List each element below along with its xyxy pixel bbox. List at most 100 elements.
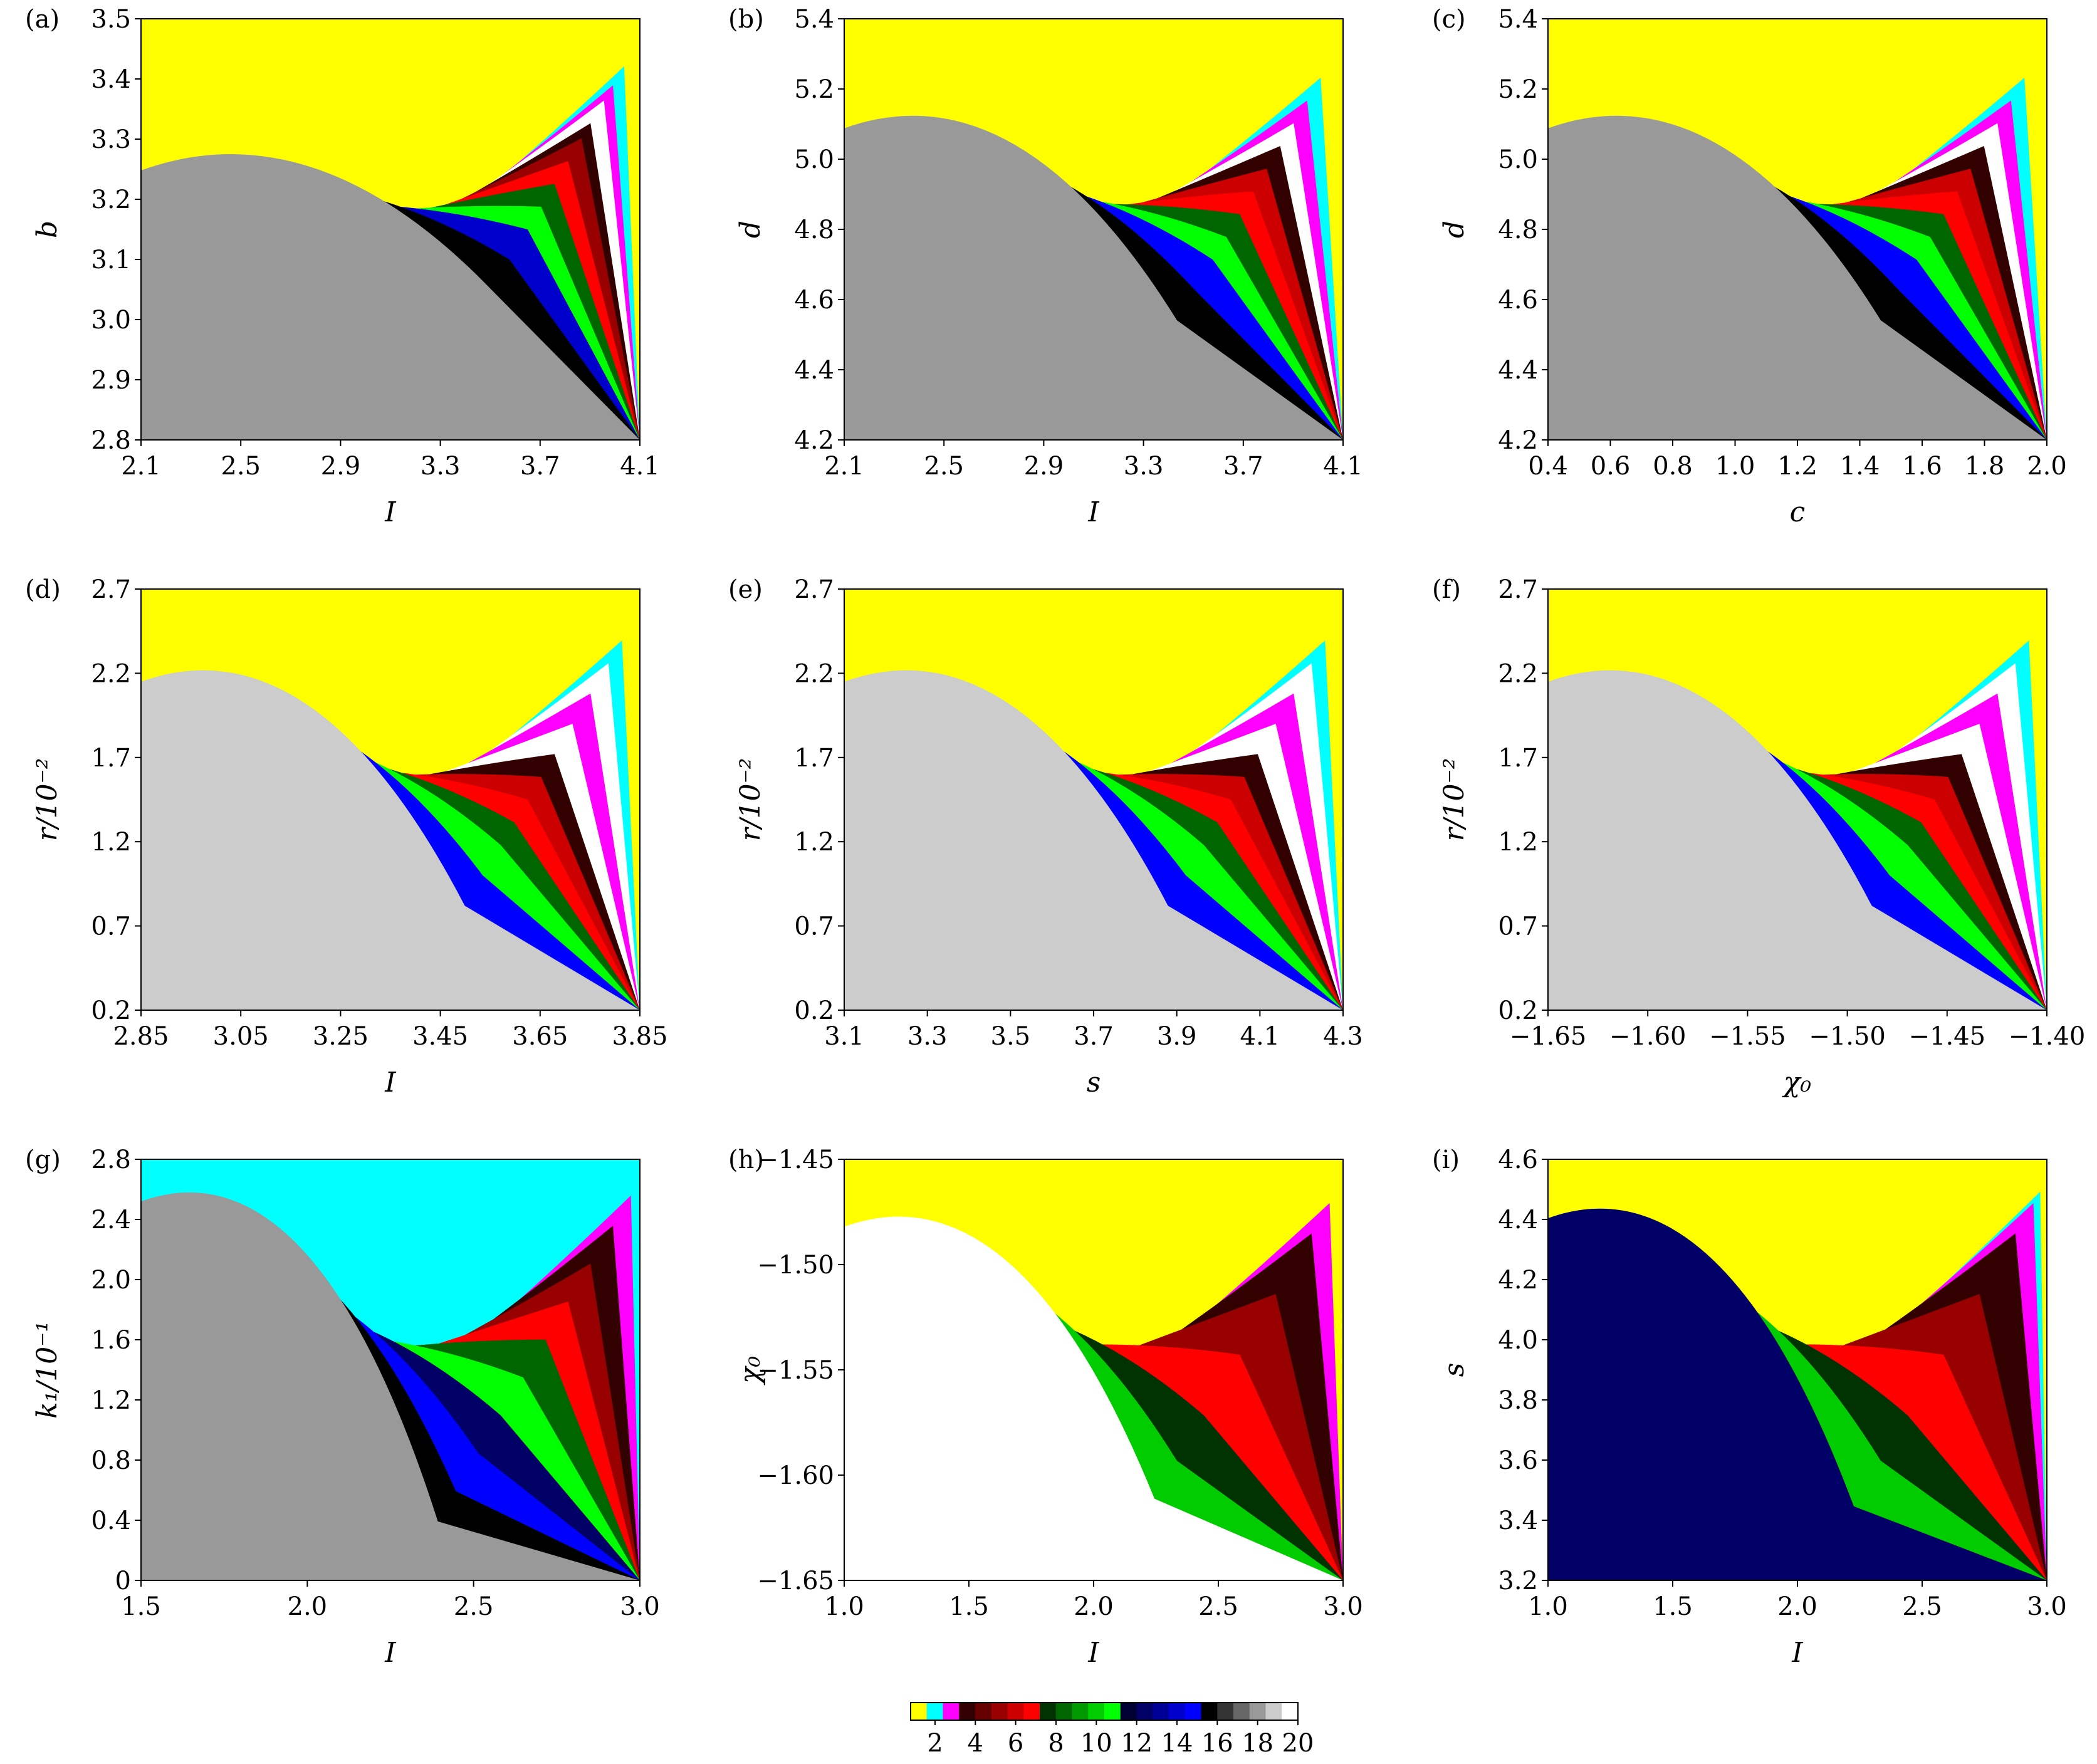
region-band xyxy=(844,670,1343,1010)
region-band xyxy=(1548,670,2047,1010)
y-tick-label: 4.0 xyxy=(1498,1326,1538,1355)
y-axis-label: b xyxy=(31,221,63,238)
y-tick-label: 1.2 xyxy=(91,828,131,857)
x-tick-label: 3.9 xyxy=(1157,1022,1197,1051)
x-tick-label: 1.4 xyxy=(1840,452,1880,481)
x-tick-label: 1.5 xyxy=(1653,1592,1693,1621)
colorbar-tick-label: 6 xyxy=(1008,1729,1023,1758)
x-tick-label: 2.9 xyxy=(321,452,361,481)
x-tick-label: 2.5 xyxy=(1198,1592,1238,1621)
colorbar-swatch xyxy=(975,1703,992,1720)
colorbar-swatch xyxy=(1201,1703,1218,1720)
y-tick-label: 0.7 xyxy=(91,912,131,941)
colorbar-swatch xyxy=(1104,1703,1121,1720)
y-tick-label: 4.6 xyxy=(794,286,834,315)
y-tick-label: 0 xyxy=(115,1567,131,1595)
x-tick-label: 3.7 xyxy=(1074,1022,1114,1051)
x-tick-label: 1.0 xyxy=(824,1592,864,1621)
panel-d: 2.85 3.05 3.25 3.45 3.65 3.85 0.2 0.7 1.2 1.7 2.2 2… xyxy=(25,575,668,1099)
y-tick-label: 2.2 xyxy=(1498,659,1538,688)
x-tick-label: 0.4 xyxy=(1528,452,1568,481)
x-axis-label: I xyxy=(1791,1637,1804,1669)
x-axis-label: I xyxy=(1087,496,1100,528)
x-axis-label: s xyxy=(1087,1067,1101,1099)
plot-frame xyxy=(140,588,641,1011)
x-tick-label: 3.3 xyxy=(1124,452,1164,481)
panel-label: (f) xyxy=(1432,575,1461,604)
y-tick-label: 2.9 xyxy=(91,366,131,395)
x-tick-label: 3.45 xyxy=(412,1022,468,1051)
y-tick-label: 4.2 xyxy=(1498,426,1538,455)
panel-g: 1.5 2.0 2.5 3.0 0 0.4 0.8 1.2 1.6 2.0 2.4 2.8 (g) Ik₁… xyxy=(25,1146,660,1669)
panel-label: (e) xyxy=(728,575,763,604)
x-tick-label: 1.6 xyxy=(1902,452,1942,481)
y-tick-label: 1.7 xyxy=(794,744,834,773)
y-tick-label: 0.2 xyxy=(91,996,131,1025)
colorbar-swatch xyxy=(1023,1703,1040,1720)
x-tick-label: −1.60 xyxy=(1609,1022,1686,1051)
x-tick-label: 2.9 xyxy=(1024,452,1064,481)
y-tick-label: 1.2 xyxy=(91,1386,131,1415)
x-tick-label: 4.1 xyxy=(1323,452,1363,481)
y-axis-label: χ₀ xyxy=(735,1355,766,1386)
colorbar-swatch xyxy=(1136,1703,1153,1720)
colorbar-swatch xyxy=(1184,1703,1201,1720)
y-tick-label: 0.8 xyxy=(91,1446,131,1475)
region-band xyxy=(141,670,640,1010)
colorbar-swatch xyxy=(1282,1703,1299,1720)
x-tick-label: 2.0 xyxy=(1777,1592,1817,1621)
region-band xyxy=(1548,1208,2047,1580)
y-tick-label: 3.6 xyxy=(1498,1446,1538,1475)
x-tick-label: 3.05 xyxy=(213,1022,269,1051)
y-tick-label: 2.4 xyxy=(91,1206,131,1234)
y-tick-label: 2.0 xyxy=(91,1266,131,1295)
panel-i: 1.0 1.5 2.0 2.5 3.0 3.2 3.4 3.6 3.8 4.0 4.2 4.4 4.6 (… xyxy=(1432,1146,2067,1669)
y-tick-label: 0.7 xyxy=(794,912,834,941)
y-tick-label: −1.65 xyxy=(757,1567,834,1595)
colorbar-swatch xyxy=(1217,1703,1234,1720)
colorbar-swatch xyxy=(1040,1703,1057,1720)
colorbar-swatch xyxy=(911,1703,928,1720)
x-tick-label: −1.40 xyxy=(2009,1022,2086,1051)
y-tick-label: 4.6 xyxy=(1498,1146,1538,1174)
colorbar-tick-label: 14 xyxy=(1161,1729,1193,1758)
y-tick-label: 4.6 xyxy=(1498,286,1538,315)
panel-a: 2.1 2.5 2.9 3.3 3.7 4.1 2.8 2.9 3.0 3.1 3.2 3.3 3.4 3… xyxy=(25,5,660,528)
y-tick-label: 1.2 xyxy=(1498,828,1538,857)
panel-label: (g) xyxy=(25,1146,61,1174)
y-axis-label: r/10⁻² xyxy=(735,758,766,842)
colorbar-tick-label: 2 xyxy=(927,1729,943,1758)
x-tick-label: 3.3 xyxy=(907,1022,948,1051)
y-tick-label: 3.1 xyxy=(91,246,131,274)
panel-h: 1.0 1.5 2.0 2.5 3.0 −1.65 −1.60 −1.55 −1.50 −1.45… xyxy=(728,1146,1363,1669)
panel-label: (b) xyxy=(728,5,764,34)
colorbar-swatch xyxy=(1233,1703,1250,1720)
colorbar-swatch xyxy=(943,1703,960,1720)
y-tick-label: 1.7 xyxy=(1498,744,1538,773)
x-tick-label: 2.5 xyxy=(454,1592,494,1621)
y-tick-label: 2.7 xyxy=(91,575,131,604)
x-tick-label: 1.0 xyxy=(1715,452,1755,481)
x-tick-label: 1.5 xyxy=(121,1592,161,1621)
y-tick-label: 1.7 xyxy=(91,744,131,773)
y-tick-label: 3.5 xyxy=(91,5,131,34)
x-tick-label: 1.5 xyxy=(949,1592,989,1621)
y-tick-label: 1.2 xyxy=(794,828,834,857)
region-band xyxy=(844,115,1343,440)
x-tick-label: 3.0 xyxy=(2027,1592,2067,1621)
x-tick-label: 1.8 xyxy=(1965,452,2005,481)
x-tick-label: −1.65 xyxy=(1510,1022,1587,1051)
plot-area xyxy=(844,19,1343,440)
y-axis-label: s xyxy=(1438,1363,1470,1377)
colorbar-swatch xyxy=(1120,1703,1137,1720)
plot-area xyxy=(141,1159,640,1580)
plot-frame xyxy=(140,1159,641,1581)
y-tick-label: 3.4 xyxy=(1498,1506,1538,1535)
y-tick-label: −1.60 xyxy=(757,1461,834,1490)
colorbar-swatch xyxy=(1153,1703,1169,1720)
y-tick-label: 2.7 xyxy=(794,575,834,604)
y-tick-label: 2.8 xyxy=(91,1146,131,1174)
x-axis-label: χ₀ xyxy=(1782,1067,1812,1099)
colorbar-tick-label: 4 xyxy=(968,1729,983,1758)
